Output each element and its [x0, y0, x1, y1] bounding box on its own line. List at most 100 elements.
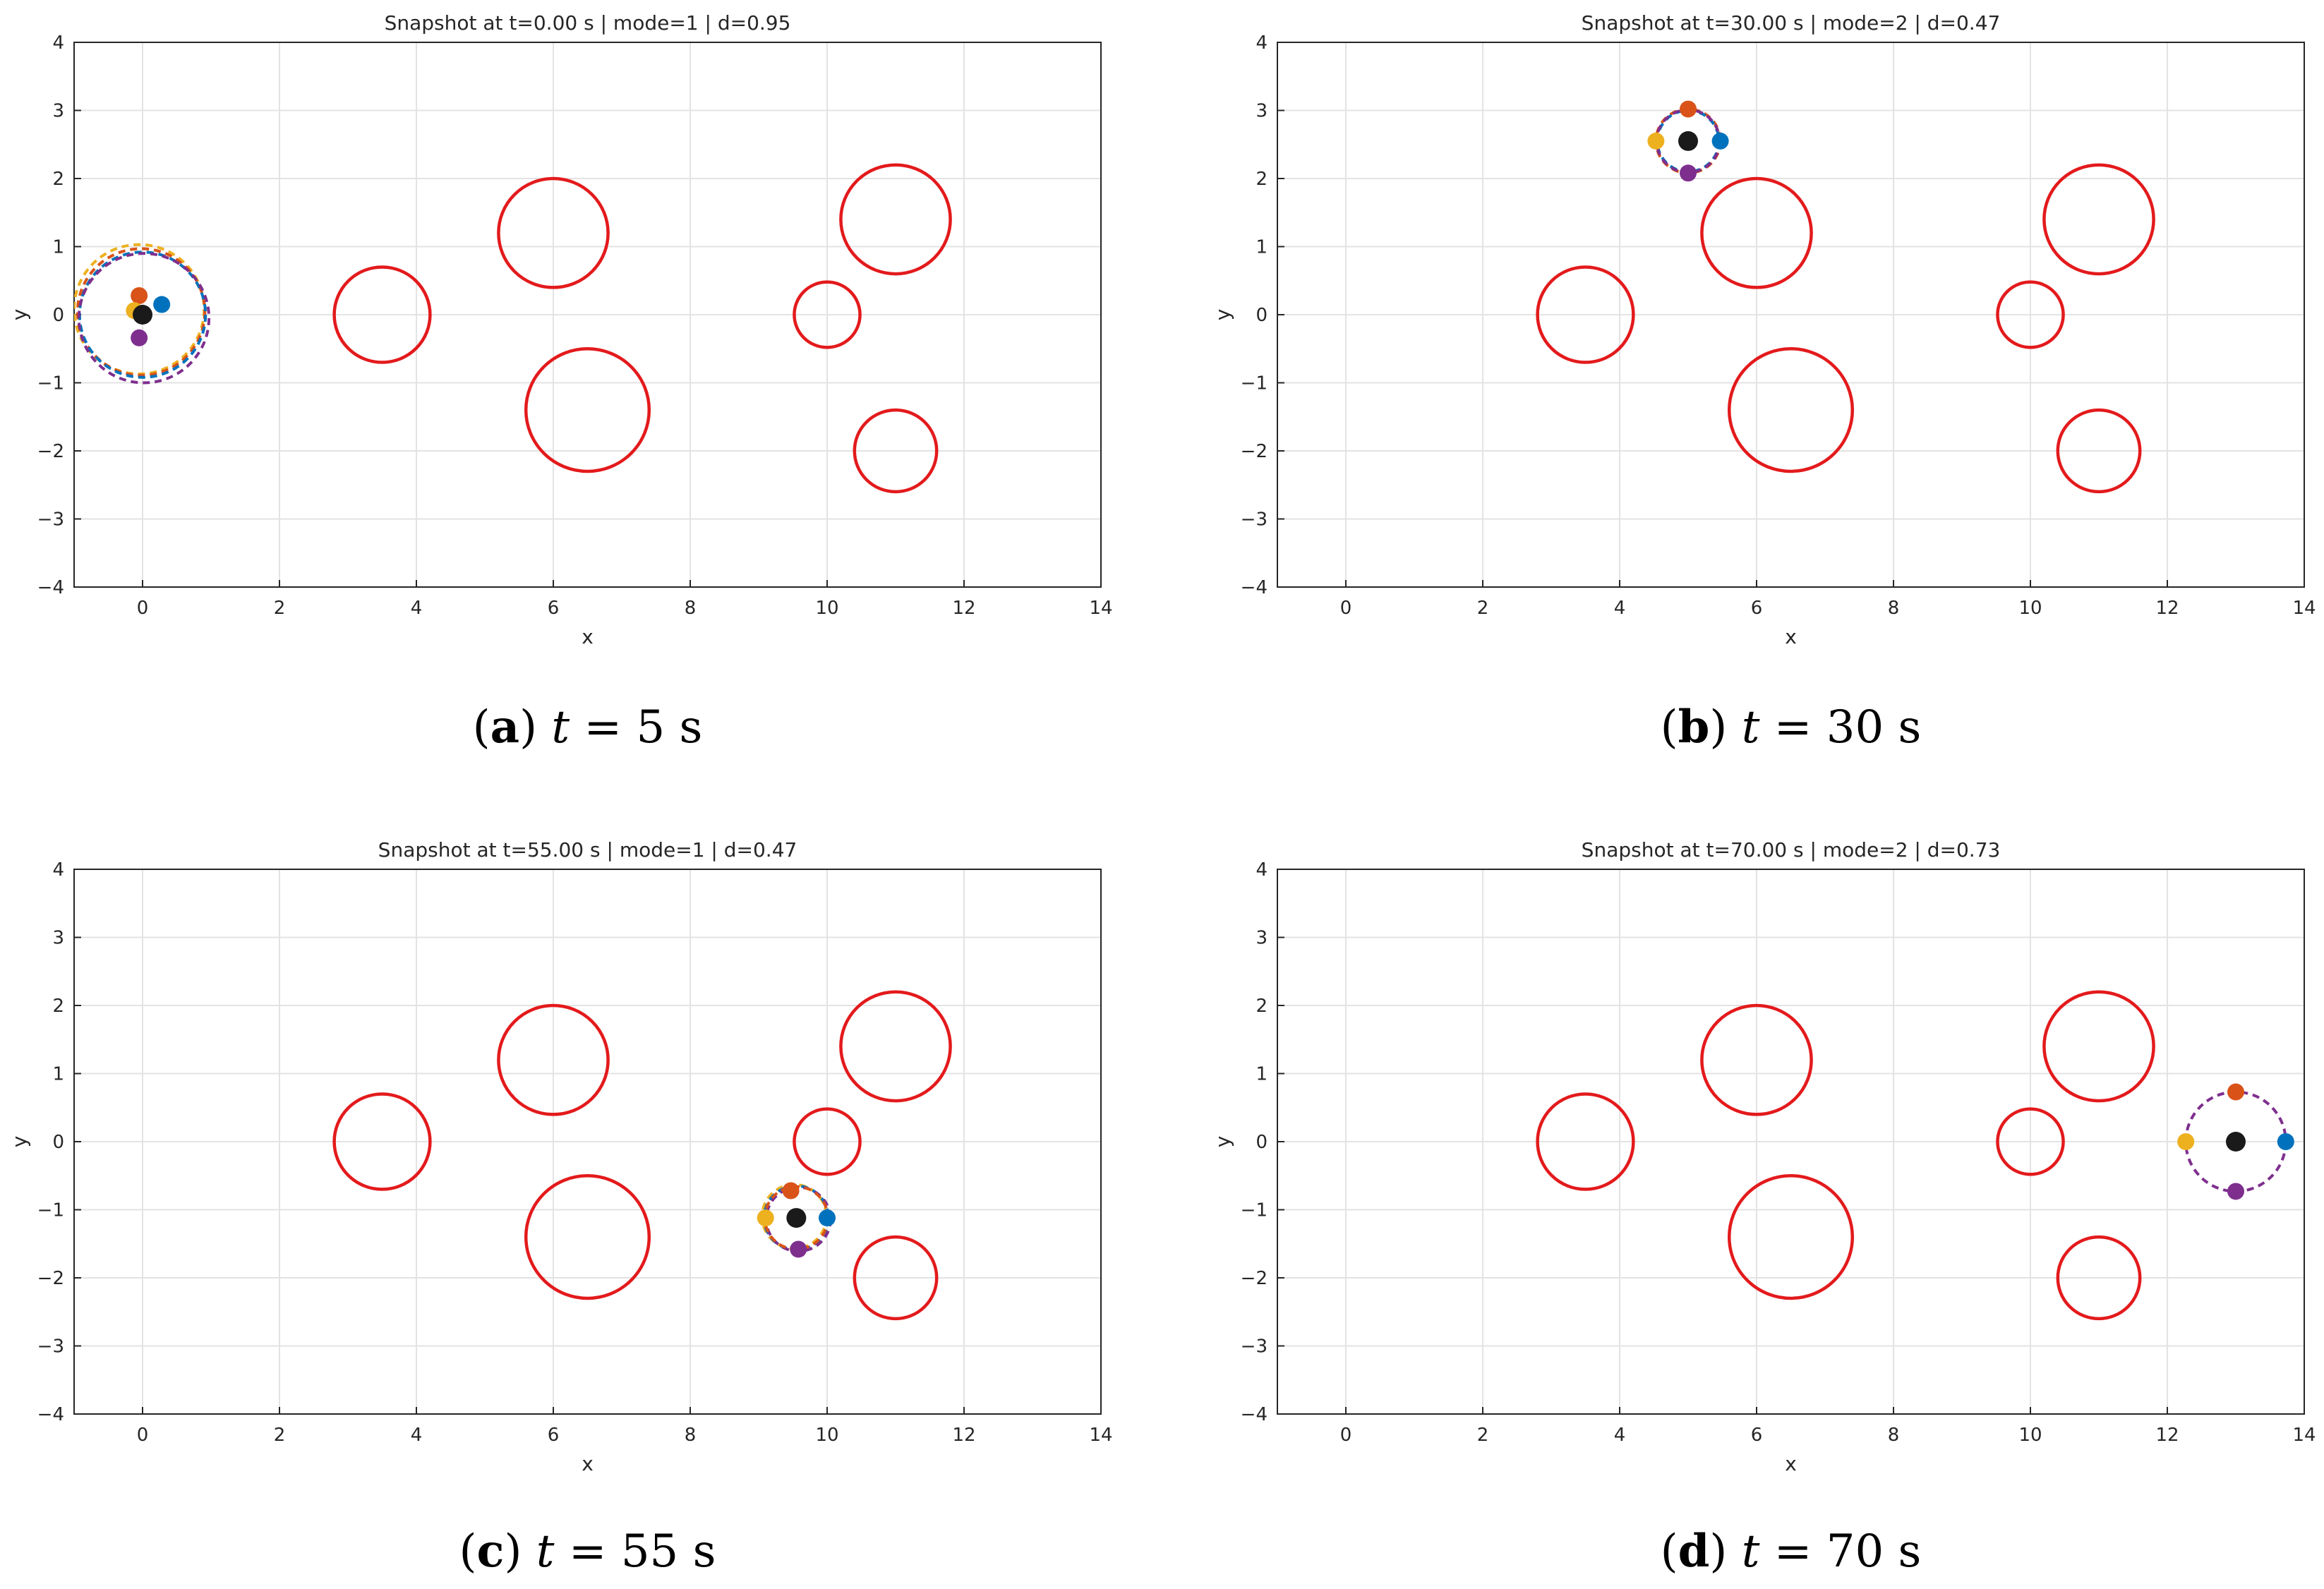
y-tick-label: 3 [52, 101, 64, 122]
obstacle-circle [497, 1003, 610, 1116]
y-tick-label: −2 [1241, 441, 1268, 462]
x-tick-label: 8 [685, 1425, 697, 1446]
caption-letter: b [1678, 701, 1710, 754]
caption-letter: c [477, 1525, 505, 1578]
data-layer [1536, 100, 2155, 494]
obstacle-circle [332, 265, 432, 364]
obstacle-circle [497, 176, 610, 289]
robot-marker-4 [1680, 164, 1697, 182]
y-tick-label: −3 [37, 509, 64, 531]
obstacle-circle [1700, 1003, 1813, 1116]
subplot-caption: (b) t = 30 s [1661, 701, 1922, 754]
y-tick-label: 2 [1256, 996, 1268, 1017]
caption-variable: t [551, 701, 570, 754]
obstacle-circle [853, 1235, 939, 1321]
caption-value: = 5 s [570, 701, 702, 754]
x-tick-label: 4 [1614, 598, 1626, 619]
y-tick-label: 1 [52, 237, 64, 258]
obstacle-circle [2042, 163, 2155, 276]
obstacle-circle [793, 1107, 862, 1176]
formation-center [2226, 1132, 2246, 1152]
x-tick-label: 2 [274, 1425, 286, 1446]
subplot-title: Snapshot at t=70.00 s | mode=2 | d=0.73 [1582, 838, 2001, 862]
x-tick-label: 6 [548, 1425, 560, 1446]
obstacle-circle [853, 408, 939, 494]
x-tick-label: 6 [548, 598, 560, 619]
y-tick-label: −1 [1241, 373, 1268, 394]
y-tick-label: 2 [1256, 169, 1268, 190]
subplot-caption: (a) t = 5 s [473, 701, 703, 754]
subplot-title: Snapshot at t=55.00 s | mode=1 | d=0.47 [378, 838, 797, 862]
subplot-caption: (d) t = 70 s [1661, 1525, 1922, 1578]
x-tick-label: 14 [2292, 598, 2316, 619]
obstacle-circle [1996, 280, 2065, 349]
robot-marker-1 [1680, 100, 1697, 118]
caption-paren-close: ) [504, 1525, 536, 1578]
obstacle-circle [839, 163, 952, 276]
data-layer [332, 990, 952, 1321]
y-tick-label: 2 [52, 996, 64, 1017]
formation-center [786, 1208, 807, 1228]
x-tick-label: 10 [2018, 598, 2042, 619]
x-tick-label: 0 [137, 1425, 149, 1446]
x-tick-label: 12 [952, 1425, 975, 1446]
y-tick-label: 0 [1256, 1132, 1268, 1153]
x-tick-label: 4 [1614, 1425, 1626, 1446]
x-axis-label: x [582, 1452, 594, 1475]
obstacle-circle [2056, 1235, 2142, 1321]
robot-marker-2 [2277, 1133, 2294, 1150]
y-tick-label: 0 [52, 1132, 64, 1153]
caption-value: = 70 s [1759, 1525, 1921, 1578]
y-tick-label: −2 [37, 441, 64, 462]
caption-paren-close: ) [519, 701, 551, 754]
y-tick-label: 4 [1256, 32, 1268, 54]
x-tick-label: 6 [1751, 1425, 1763, 1446]
robot-marker-2 [153, 296, 171, 313]
x-tick-label: 12 [2155, 1425, 2179, 1446]
y-tick-label: −4 [1241, 577, 1268, 598]
x-tick-label: 10 [2018, 1425, 2042, 1446]
y-tick-label: 4 [52, 32, 64, 54]
obstacle-circle [524, 346, 651, 473]
robot-marker-3 [1647, 132, 1665, 150]
robot-marker-1 [131, 286, 148, 304]
x-tick-label: 6 [1751, 598, 1763, 619]
caption-variable: t [1742, 701, 1760, 754]
obstacle-circle [1536, 265, 1635, 364]
x-tick-label: 10 [815, 1425, 838, 1446]
robot-marker-2 [819, 1209, 836, 1227]
y-axis-label: y [8, 1136, 31, 1148]
y-tick-label: −4 [37, 577, 64, 598]
formation-ring [77, 252, 211, 385]
caption-variable: t [1742, 1525, 1760, 1578]
y-tick-label: −2 [1241, 1268, 1268, 1289]
y-tick-label: 1 [52, 1064, 64, 1085]
y-tick-label: −4 [1241, 1404, 1268, 1425]
x-tick-label: 14 [1089, 598, 1112, 619]
data-layer [74, 163, 952, 494]
x-tick-label: 2 [274, 598, 286, 619]
obstacle-circle [839, 990, 952, 1103]
caption-paren-open: ( [1661, 701, 1678, 754]
caption-value: = 55 s [555, 1525, 716, 1578]
y-axis-label: y [1211, 309, 1234, 321]
robot-marker-2 [1711, 132, 1729, 150]
y-tick-label: −2 [37, 1268, 64, 1289]
caption-paren-open: ( [473, 701, 490, 754]
y-tick-label: 0 [1256, 305, 1268, 326]
y-tick-label: 3 [1256, 101, 1268, 122]
x-tick-label: 12 [2155, 598, 2179, 619]
y-tick-label: −1 [1241, 1200, 1268, 1221]
x-tick-label: 2 [1477, 1425, 1489, 1446]
subplot-title: Snapshot at t=0.00 s | mode=1 | d=0.95 [385, 11, 791, 35]
robot-marker-4 [131, 329, 148, 346]
robot-marker-4 [2227, 1183, 2244, 1200]
robot-marker-1 [2227, 1083, 2244, 1101]
y-tick-label: 0 [52, 305, 64, 326]
caption-paren-close: ) [1709, 701, 1741, 754]
caption-value: = 30 s [1759, 701, 1921, 754]
x-tick-label: 4 [411, 1425, 423, 1446]
